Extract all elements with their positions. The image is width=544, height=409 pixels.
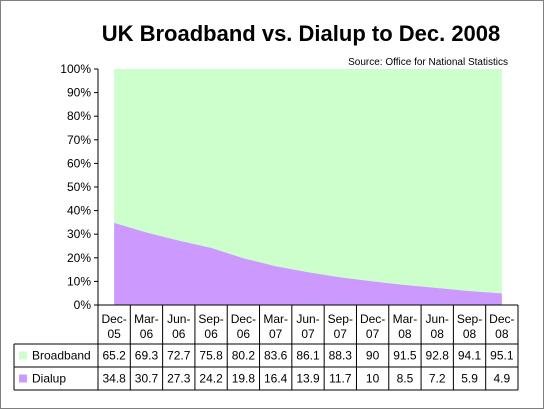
- data-label-dialup: 13.9: [296, 372, 320, 386]
- y-tick-label: 0%: [74, 298, 92, 312]
- data-label-dialup: 7.2: [429, 372, 446, 386]
- data-label-broadband: 72.7: [167, 349, 191, 363]
- data-label-broadband: 90: [366, 349, 380, 363]
- data-label-broadband: 83.6: [264, 349, 288, 363]
- x-tick-label: Jun-: [167, 312, 190, 326]
- y-tick-label: 20%: [67, 251, 91, 265]
- x-tick-label: Sep-: [328, 312, 353, 326]
- x-tick-label: Dec-: [231, 312, 256, 326]
- data-label-broadband: 91.5: [393, 349, 417, 363]
- x-tick-label: Jun-: [296, 312, 319, 326]
- series-area-broadband: [114, 69, 502, 294]
- x-tick-label: 06: [204, 327, 218, 341]
- x-tick-label: Dec-: [489, 312, 514, 326]
- y-tick-label: 60%: [67, 156, 91, 170]
- x-tick-label: 08: [431, 327, 445, 341]
- data-label-broadband: 94.1: [458, 349, 482, 363]
- x-tick-label: 08: [398, 327, 412, 341]
- data-label-broadband: 95.1: [490, 349, 514, 363]
- y-tick-label: 90%: [67, 86, 91, 100]
- x-tick-label: Sep-: [198, 312, 223, 326]
- chart-subtitle: Source: Office for National Statistics: [348, 57, 508, 68]
- y-tick-label: 100%: [60, 62, 91, 76]
- x-tick-label: Jun-: [426, 312, 449, 326]
- x-tick-label: Mar-: [393, 312, 418, 326]
- x-tick-label: Mar-: [134, 312, 159, 326]
- data-label-dialup: 27.3: [167, 372, 191, 386]
- x-tick-label: Dec-: [101, 312, 126, 326]
- data-label-broadband: 88.3: [329, 349, 353, 363]
- x-tick-label: 08: [463, 327, 477, 341]
- y-tick-label: 40%: [67, 204, 91, 218]
- x-tick-label: 07: [269, 327, 283, 341]
- data-label-dialup: 5.9: [461, 372, 478, 386]
- x-tick-label: 07: [301, 327, 315, 341]
- x-tick-label: 07: [366, 327, 380, 341]
- legend-label-dialup: Dialup: [32, 372, 66, 386]
- chart-title: UK Broadband vs. Dialup to Dec. 2008: [102, 21, 501, 46]
- data-label-dialup: 24.2: [199, 372, 223, 386]
- data-label-broadband: 75.8: [199, 349, 223, 363]
- data-label-dialup: 4.9: [494, 372, 511, 386]
- data-label-dialup: 11.7: [329, 372, 352, 386]
- data-label-dialup: 34.8: [102, 372, 126, 386]
- y-tick-label: 80%: [67, 109, 91, 123]
- data-label-broadband: 65.2: [102, 349, 126, 363]
- x-tick-label: 06: [172, 327, 186, 341]
- x-tick-label: 07: [334, 327, 348, 341]
- data-label-dialup: 10: [366, 372, 380, 386]
- y-tick-label: 70%: [67, 133, 91, 147]
- x-tick-label: 06: [140, 327, 154, 341]
- y-tick-label: 30%: [67, 227, 91, 241]
- x-tick-label: Dec-: [360, 312, 385, 326]
- y-tick-label: 10%: [67, 274, 91, 288]
- legend-key-dialup: [19, 374, 27, 383]
- x-tick-label: 08: [495, 327, 509, 341]
- data-label-dialup: 19.8: [232, 372, 256, 386]
- legend-label-broadband: Broadband: [32, 349, 91, 363]
- data-label-broadband: 92.8: [426, 349, 450, 363]
- data-label-broadband: 86.1: [296, 349, 320, 363]
- y-tick-label: 50%: [67, 180, 91, 194]
- x-tick-label: 06: [237, 327, 251, 341]
- data-label-dialup: 30.7: [135, 372, 159, 386]
- x-tick-label: Mar-: [263, 312, 288, 326]
- x-tick-label: 05: [107, 327, 121, 341]
- legend-key-broadband: [19, 351, 27, 360]
- x-tick-label: Sep-: [457, 312, 482, 326]
- data-label-broadband: 69.3: [135, 349, 159, 363]
- series-area-dialup: [114, 222, 502, 305]
- data-label-broadband: 80.2: [232, 349, 256, 363]
- data-label-dialup: 8.5: [397, 372, 414, 386]
- data-label-dialup: 16.4: [264, 372, 288, 386]
